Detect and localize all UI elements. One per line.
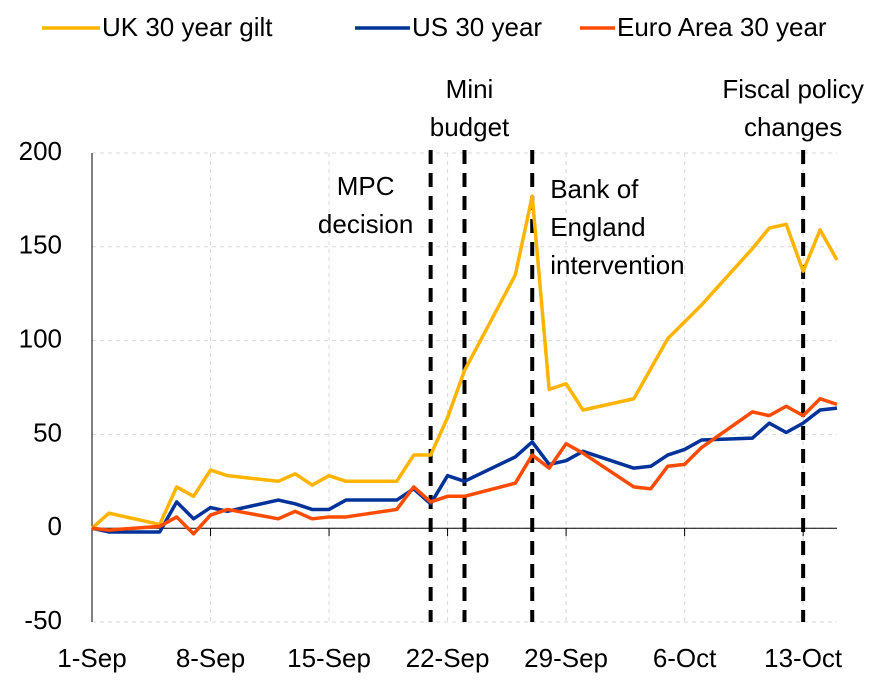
x-tick-label: 22-Sep — [406, 643, 490, 673]
legend-label: UK 30 year gilt — [102, 12, 273, 42]
annotation: Bank of — [550, 174, 639, 204]
x-tick-label: 29-Sep — [524, 643, 608, 673]
y-tick-label: 0 — [48, 511, 62, 541]
annotation: Fiscal policy — [722, 74, 864, 104]
x-tick-label: 8-Sep — [176, 643, 245, 673]
annotation: decision — [318, 209, 413, 239]
legend-label: US 30 year — [412, 12, 542, 42]
x-tick-label: 13-Oct — [764, 643, 843, 673]
annotation: changes — [744, 112, 842, 142]
x-tick-label: 1-Sep — [57, 643, 126, 673]
y-tick-label: -50 — [24, 605, 62, 635]
series-line — [90, 194, 839, 530]
annotation: budget — [430, 112, 510, 142]
annotation: Mini — [446, 74, 494, 104]
legend-label: Euro Area 30 year — [617, 12, 827, 42]
y-tick-label: 200 — [19, 136, 62, 166]
annotation: MPC — [337, 171, 395, 201]
series-line — [91, 397, 838, 536]
annotation: intervention — [550, 250, 684, 280]
y-tick-label: 50 — [33, 417, 62, 447]
y-tick-label: 150 — [19, 230, 62, 260]
annotation: England — [550, 212, 645, 242]
series-line — [91, 406, 838, 534]
y-tick-label: 100 — [19, 323, 62, 353]
x-tick-label: 6-Oct — [653, 643, 717, 673]
x-tick-label: 15-Sep — [287, 643, 371, 673]
